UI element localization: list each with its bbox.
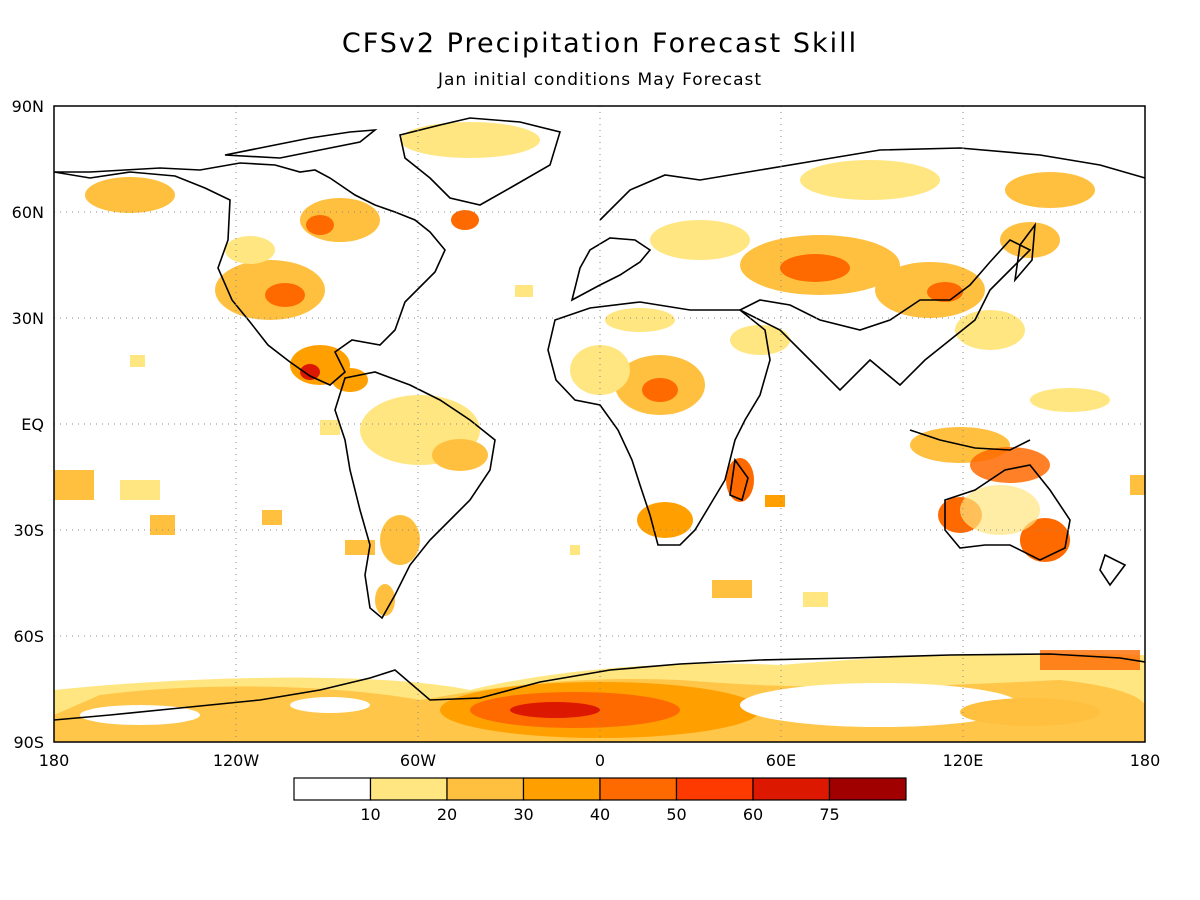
colorbar: 10 20 30 40 50 60 75 <box>293 777 907 824</box>
lon-label-60e: 60E <box>766 751 796 770</box>
lat-label-60s: 60S <box>13 627 44 646</box>
skill-field <box>54 122 1145 742</box>
colorbar-box-1 <box>369 777 448 801</box>
coastlines <box>54 117 1145 721</box>
lon-label-0: 0 <box>595 751 605 770</box>
lat-label-90s: 90S <box>13 733 44 752</box>
lon-label-60w: 60W <box>400 751 436 770</box>
colorbar-box-0 <box>293 777 372 801</box>
map-frame <box>53 105 1146 743</box>
colorbar-label-50: 50 <box>666 805 686 824</box>
colorbar-label-60: 60 <box>743 805 763 824</box>
colorbar-box-3 <box>522 777 601 801</box>
lat-label-90n: 90N <box>12 97 44 116</box>
colorbar-label-20: 20 <box>437 805 457 824</box>
map-title: CFSv2 Precipitation Forecast Skill <box>341 28 859 59</box>
colorbar-box-6 <box>752 777 831 801</box>
colorbar-label-40: 40 <box>590 805 610 824</box>
colorbar-label-30: 30 <box>513 805 533 824</box>
map-subtitle: Jan initial conditions May Forecast <box>437 70 763 90</box>
lon-label-120w: 120W <box>213 751 260 770</box>
lon-label-120e: 120E <box>943 751 984 770</box>
lat-label-30n: 30N <box>12 309 44 328</box>
lat-label-60n: 60N <box>12 203 44 222</box>
colorbar-box-5 <box>675 777 754 801</box>
lat-label-eq: EQ <box>21 415 44 434</box>
lon-label-180w: 180 <box>39 751 70 770</box>
colorbar-box-2 <box>446 777 525 801</box>
colorbar-box-7 <box>828 777 907 801</box>
colorbar-label-10: 10 <box>360 805 380 824</box>
graticule <box>54 106 1145 742</box>
colorbar-box-4 <box>599 777 678 801</box>
lon-label-180e: 180 <box>1130 751 1161 770</box>
lat-label-30s: 30S <box>13 521 44 540</box>
colorbar-label-75: 75 <box>819 805 839 824</box>
